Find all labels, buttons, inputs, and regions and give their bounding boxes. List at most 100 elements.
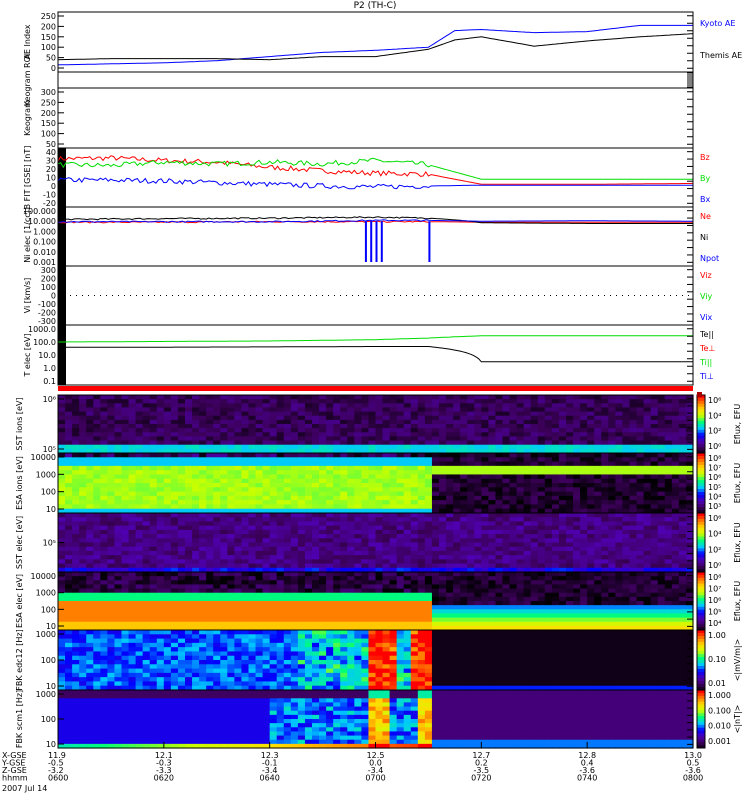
series-line	[57, 157, 693, 180]
heatmap-cell	[333, 592, 341, 598]
heatmap-cell	[396, 559, 405, 565]
heatmap-cell	[79, 513, 87, 518]
colorbar-segment	[697, 542, 705, 546]
colorbar-segment	[697, 453, 705, 457]
heatmap-cell	[107, 440, 116, 446]
heatmap-cell	[368, 550, 377, 556]
heatmap-cell	[678, 478, 687, 484]
heatmap-cell	[262, 576, 271, 581]
heatmap-cell	[100, 521, 108, 527]
heatmap-cell	[177, 483, 186, 488]
heatmap-cell	[439, 555, 447, 560]
heatmap-cell	[142, 424, 151, 429]
heatmap-cell	[149, 572, 158, 577]
heatmap-cell	[185, 621, 193, 627]
heatmap-cell	[375, 588, 384, 594]
heatmap-cell	[326, 495, 334, 501]
heatmap-cell	[142, 584, 151, 590]
heatmap-cell	[417, 567, 426, 573]
heatmap-cell	[58, 428, 66, 433]
heatmap-cell	[650, 508, 659, 514]
heatmap-cell	[396, 448, 405, 454]
heatmap-cell	[227, 621, 235, 627]
heatmap-cell	[79, 596, 87, 602]
heatmap-cell	[396, 625, 405, 631]
heatmap-cell	[594, 491, 602, 497]
heatmap-cell	[460, 538, 468, 544]
y-tick-label: -300	[38, 317, 56, 326]
heatmap-cell	[544, 419, 553, 425]
heatmap-cell	[594, 559, 602, 565]
heatmap-cell	[333, 559, 341, 565]
heatmap-cell	[72, 424, 80, 429]
heatmap-cell	[114, 513, 123, 518]
heatmap-cell	[206, 448, 214, 454]
heatmap-cell	[375, 415, 384, 421]
heatmap-cell	[319, 572, 327, 577]
heatmap-cell	[121, 567, 130, 573]
heatmap-cell	[460, 470, 468, 476]
heatmap-cell	[93, 399, 101, 404]
heatmap-cell	[65, 432, 73, 438]
heatmap-cell	[453, 601, 461, 606]
heatmap-cell	[86, 559, 94, 565]
colorbar-segment	[697, 569, 705, 573]
heatmap-cell	[58, 592, 66, 598]
heatmap-cell	[495, 453, 504, 458]
heatmap-cell	[664, 491, 673, 497]
heatmap-cell	[502, 559, 511, 565]
heatmap-cell	[107, 415, 116, 421]
heatmap-cell	[135, 440, 144, 446]
heatmap-cell	[629, 411, 638, 417]
heatmap-cell	[382, 525, 391, 531]
heatmap-cell	[326, 474, 334, 480]
heatmap-cell	[530, 525, 539, 531]
heatmap-cell	[495, 572, 504, 577]
heatmap-cell	[643, 504, 652, 510]
heatmap-cell	[502, 605, 511, 610]
heatmap-cell	[114, 529, 123, 535]
heatmap-cell	[495, 491, 504, 497]
heatmap-cell	[276, 605, 285, 610]
heatmap-cell	[558, 538, 567, 544]
heatmap-cell	[382, 563, 391, 569]
heatmap-cell	[304, 457, 313, 463]
heatmap-cell	[431, 521, 440, 527]
heatmap-cell	[368, 580, 377, 586]
heatmap-cell	[382, 567, 391, 573]
heatmap-cell	[326, 550, 334, 556]
heatmap-cell	[128, 487, 137, 493]
heatmap-cell	[213, 403, 221, 409]
heatmap-cell	[79, 613, 87, 619]
heatmap-cell	[580, 465, 588, 471]
heatmap-cell	[410, 563, 419, 569]
heatmap-cell	[403, 580, 412, 586]
heatmap-cell	[227, 572, 235, 577]
heatmap-cell	[312, 563, 320, 569]
heatmap-cell	[114, 534, 123, 539]
heatmap-cell	[530, 529, 539, 535]
heatmap-cell	[65, 474, 73, 480]
heatmap-cell	[636, 555, 645, 560]
heatmap-cell	[671, 399, 680, 404]
heatmap-cell	[375, 407, 384, 413]
heatmap-cell	[544, 428, 553, 433]
heatmap-cell	[340, 550, 348, 556]
heatmap-cell	[107, 542, 116, 548]
heatmap-cell	[234, 457, 243, 463]
heatmap-cell	[192, 559, 200, 565]
heatmap-cell	[72, 584, 80, 590]
heatmap-cell	[347, 609, 355, 615]
heatmap-cell	[156, 424, 165, 429]
heatmap-cell	[241, 596, 250, 602]
heatmap-cell	[107, 500, 116, 506]
heatmap-cell	[255, 517, 264, 523]
heatmap-cell	[657, 453, 666, 458]
heatmap-cell	[340, 555, 348, 560]
heatmap-cell	[530, 461, 539, 467]
heatmap-cell	[340, 424, 348, 429]
heatmap-cell	[65, 572, 73, 577]
heatmap-cell	[424, 399, 433, 404]
heatmap-cell	[297, 517, 306, 523]
heatmap-cell	[269, 487, 278, 493]
